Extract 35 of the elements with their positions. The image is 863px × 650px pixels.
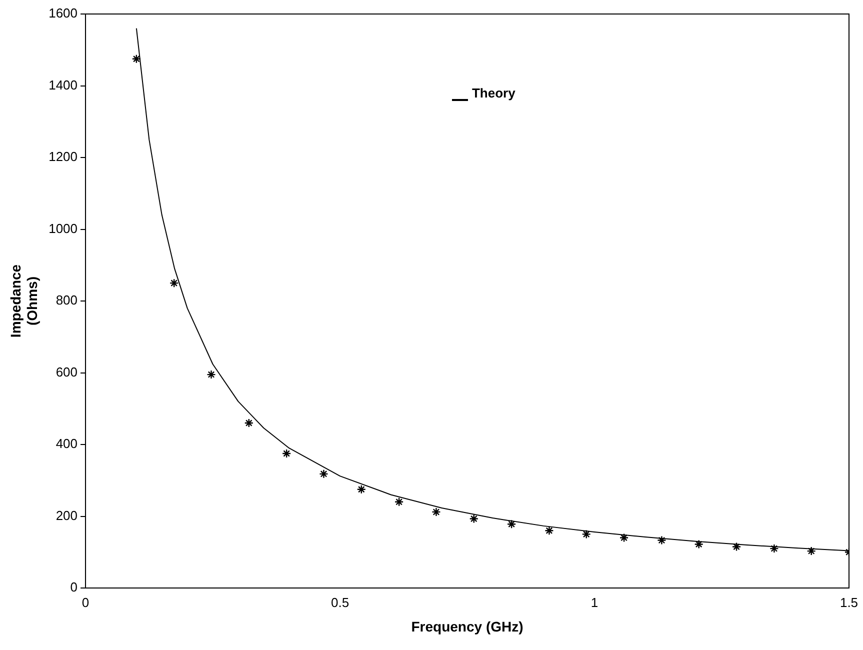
point: [356, 484, 366, 494]
point: [732, 542, 742, 552]
point: [132, 54, 142, 64]
point: [282, 448, 292, 458]
point: [394, 497, 404, 506]
point: [770, 544, 779, 554]
point: [544, 526, 554, 536]
point: [582, 530, 591, 539]
point: [469, 514, 478, 524]
y-tick-label: 400: [56, 436, 78, 452]
y-tick-label: 0: [70, 580, 78, 595]
point: [206, 370, 216, 380]
y-tick-label: 1400: [48, 77, 78, 92]
point: [619, 533, 629, 542]
x-tick-label: 0.5: [330, 595, 350, 610]
x-axis-title: Frequency (GHz): [411, 618, 524, 634]
point: [506, 520, 516, 529]
point: [657, 536, 666, 545]
point: [806, 546, 816, 556]
x-tick-label: 0: [82, 595, 90, 610]
x-tick-label: 1.5: [840, 595, 858, 610]
y-tick-label: 800: [56, 292, 78, 308]
y-tick-label: 600: [56, 364, 78, 380]
point: [319, 469, 328, 479]
y-tick-label: 1600: [48, 6, 78, 21]
point: [694, 540, 704, 549]
y-axis-title: Impedance (Ohms): [7, 264, 40, 338]
point: [244, 418, 254, 428]
x-tick-label: 1: [590, 595, 598, 610]
point: [169, 278, 179, 288]
y-tick-label: 200: [56, 508, 78, 523]
point: [432, 507, 441, 517]
y-tick-label: 1200: [48, 149, 78, 164]
y-tick-label: 1000: [48, 220, 78, 236]
legend-label: Theory: [472, 86, 516, 101]
